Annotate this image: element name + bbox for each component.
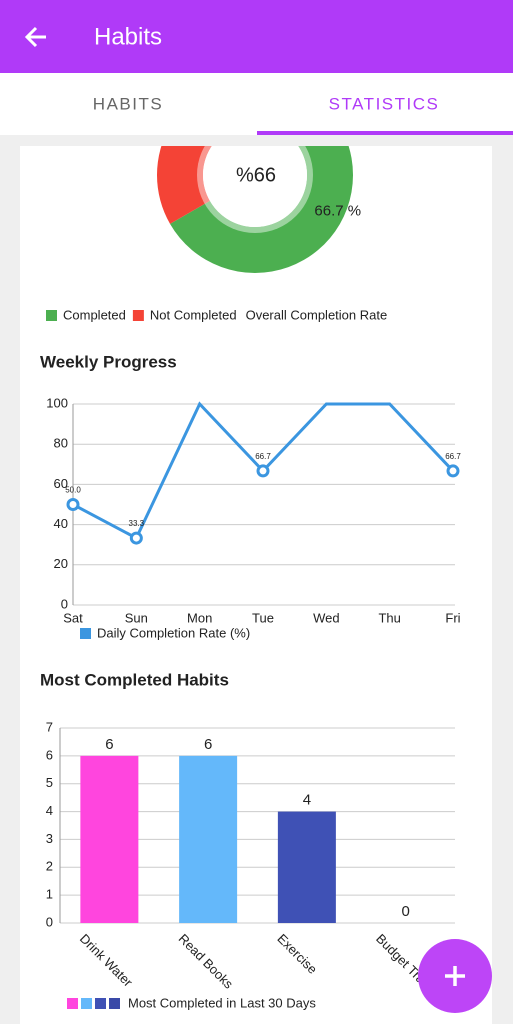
back-button[interactable] — [24, 26, 46, 48]
app-title: Habits — [94, 23, 162, 50]
value-label: 66.7 — [445, 452, 461, 461]
value-label: 6 — [105, 736, 113, 753]
y-tick-label: 20 — [54, 556, 68, 571]
legend-label: Not Completed — [150, 307, 237, 322]
y-tick-label: 4 — [46, 803, 53, 818]
value-label: 0 — [401, 903, 409, 920]
y-tick-label: 0 — [46, 914, 53, 929]
app-bar — [0, 0, 513, 73]
y-tick-label: 6 — [46, 747, 53, 762]
point — [129, 531, 143, 545]
slice-label: 66.7 % — [314, 202, 361, 219]
x-tick-label: Fri — [445, 610, 460, 625]
x-tick-label: Wed — [313, 610, 340, 625]
section-title: Weekly Progress — [40, 352, 177, 371]
legend-swatch — [95, 998, 106, 1009]
donut-slice — [157, 146, 212, 224]
point — [446, 464, 460, 478]
legend-swatch — [132, 310, 144, 321]
add-icon — [445, 966, 465, 986]
point — [66, 498, 80, 511]
legend-title: Overall Completion Rate — [246, 307, 388, 322]
tab[interactable]: HABITS — [93, 94, 163, 113]
y-tick-label: 2 — [46, 859, 53, 874]
tab-indicator — [257, 131, 513, 135]
y-tick-label: 7 — [46, 719, 53, 734]
x-tick-label: Sun — [125, 610, 148, 625]
donut-center: %66 — [236, 164, 276, 186]
tab[interactable]: STATISTICS — [329, 94, 440, 113]
y-tick-label: 60 — [54, 476, 68, 491]
y-tick-label: 80 — [54, 436, 68, 451]
value-label: 4 — [303, 792, 311, 809]
value-label: 33.3 — [129, 519, 145, 528]
tab-bar — [0, 73, 513, 135]
x-tick-label: Tue — [252, 610, 274, 625]
legend-label: Daily Completion Rate (%) — [97, 625, 250, 640]
bar — [179, 755, 238, 923]
y-tick-label: 1 — [46, 887, 53, 902]
legend-swatch — [46, 310, 57, 321]
value-label: 66.7 — [255, 452, 271, 461]
donut-hole — [203, 146, 307, 227]
y-tick-label: 0 — [61, 596, 68, 611]
x-tick-label: Sat — [63, 610, 83, 625]
x-tick-label: Thu — [378, 610, 400, 625]
value-label: 6 — [204, 736, 212, 753]
bar — [80, 755, 139, 923]
y-tick-label: 5 — [46, 775, 53, 790]
legend-label: Most Completed in Last 30 Days — [128, 995, 316, 1010]
legend-label: Completed — [63, 307, 126, 322]
section-title: Most Completed Habits — [40, 670, 229, 689]
legend-swatch — [81, 998, 92, 1009]
y-tick-label: 3 — [46, 831, 53, 846]
legend-swatch — [109, 998, 120, 1009]
y-tick-label: 40 — [54, 516, 68, 531]
x-tick-label: Mon — [187, 610, 212, 625]
point — [256, 464, 270, 478]
y-tick-label: 100 — [46, 395, 68, 410]
bar — [277, 811, 336, 923]
legend-swatch — [80, 628, 91, 639]
legend-swatch — [67, 998, 78, 1009]
value-label: 50.0 — [65, 486, 81, 495]
donut-slice — [170, 146, 353, 273]
